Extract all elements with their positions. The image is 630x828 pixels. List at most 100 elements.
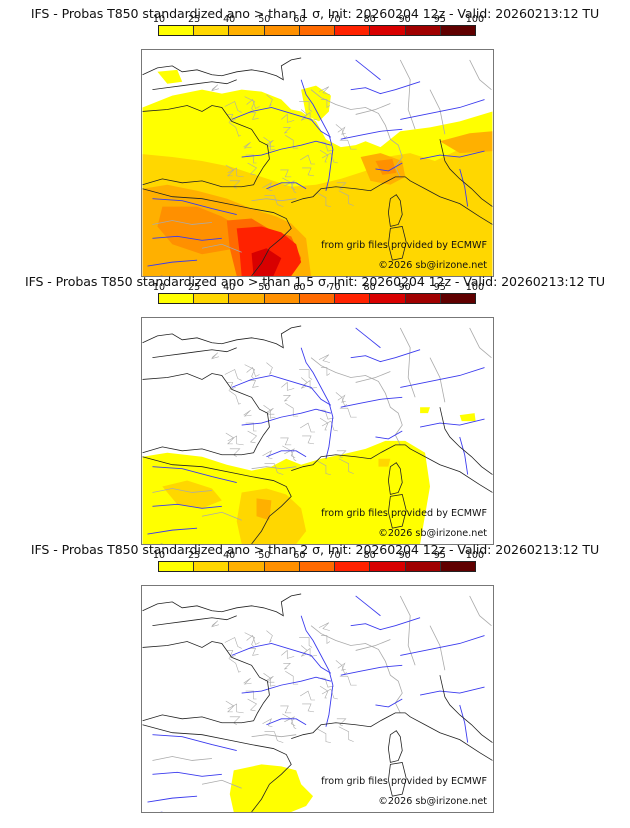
admin-boundary: [338, 190, 354, 206]
colorbar-segment: [229, 26, 265, 35]
coastline: [387, 225, 407, 261]
rivers: [147, 59, 485, 276]
admin-boundary: [247, 698, 258, 712]
river: [266, 182, 307, 190]
coastline: [387, 462, 403, 495]
admin-boundary: [263, 672, 276, 687]
admin-boundary: [335, 660, 347, 675]
probability-fields: [229, 764, 314, 812]
country-border: [310, 625, 403, 714]
admin-boundary: [225, 432, 235, 445]
admin-boundary: [336, 182, 347, 191]
admin-boundary: [262, 450, 273, 460]
admin-boundary: [282, 713, 297, 730]
admin-boundary: [227, 435, 244, 446]
colorbar-tick-label: 10: [152, 282, 166, 293]
admin-boundary: [338, 458, 354, 474]
admin-boundary: [285, 402, 299, 417]
river: [459, 704, 469, 743]
country-border: [469, 59, 492, 90]
colorbar-segment: [405, 562, 441, 571]
country-border: [251, 734, 297, 738]
river: [375, 698, 403, 708]
admin-boundary: [281, 113, 295, 123]
admin-boundary: [263, 404, 276, 419]
coastline: [387, 493, 407, 529]
admin-boundary: [280, 169, 292, 178]
river: [400, 99, 485, 120]
country-border: [429, 357, 446, 403]
colorbar-tick-label: 60: [293, 14, 306, 25]
colorbar-ticks: 10 25 40 50 60 70 80 90 95 100: [153, 14, 484, 26]
colorbar-tick-label: 100: [465, 550, 485, 561]
admin-boundary: [281, 381, 295, 391]
colorbar-segment: [159, 294, 195, 303]
admin-boundary: [266, 362, 273, 375]
admin-boundary: [321, 152, 338, 164]
coastline: [142, 724, 292, 812]
colorbar-segment: [335, 294, 371, 303]
coastline: [291, 176, 493, 225]
admin-boundary: [335, 124, 347, 139]
rivers: [147, 327, 485, 544]
admin-boundary: [227, 703, 244, 714]
probability-area: [236, 488, 307, 544]
colorbar-segment: [299, 562, 336, 571]
admin-boundary: [320, 635, 331, 645]
source-credit: from grib files provided by ECMWF: [321, 508, 487, 519]
country-border: [310, 89, 403, 178]
colorbar-tick-label: 100: [465, 14, 485, 25]
country-border: [429, 625, 446, 671]
admin-boundary: [318, 622, 330, 631]
colorbar-segment: [335, 562, 371, 571]
admin-boundary: [210, 620, 219, 628]
coastline: [152, 615, 237, 627]
admin-boundary: [299, 101, 313, 112]
probability-area: [420, 407, 431, 414]
river: [420, 686, 485, 696]
coastline: [439, 675, 493, 743]
river: [459, 436, 469, 475]
coastline: [142, 373, 270, 456]
river: [241, 408, 331, 426]
admin-boundary: [336, 450, 347, 459]
colorbar-segment: [335, 26, 371, 35]
coastline: [142, 325, 302, 349]
admin-boundary: [317, 677, 334, 688]
colorbar-segment: [440, 562, 475, 571]
map-canvas: [142, 57, 493, 276]
country-border: [201, 511, 242, 521]
colorbar-segment: [370, 562, 406, 571]
colorbar-segment: [194, 294, 230, 303]
rivers: [147, 595, 485, 812]
river: [152, 734, 237, 751]
copyright-credit: ©2026 sb@irizone.net: [378, 796, 487, 807]
admin-boundary: [245, 154, 257, 164]
admin-boundary: [321, 688, 338, 700]
river: [459, 168, 469, 207]
panel-title: IFS - Probas T850 standardized ano > tha…: [24, 274, 606, 289]
river: [350, 349, 421, 363]
admin-boundary: [226, 650, 236, 658]
colorbar-tick-label: 90: [398, 282, 411, 293]
colorbar-tick-label: 70: [328, 14, 341, 25]
admin-boundary: [339, 139, 357, 150]
river: [152, 771, 222, 777]
colorbar-tick-label: 40: [223, 282, 236, 293]
country-border: [310, 357, 403, 446]
country-border: [201, 243, 242, 253]
admin-boundaries: [152, 59, 492, 253]
river: [147, 795, 198, 803]
admin-boundary: [300, 645, 308, 657]
country-border: [355, 103, 391, 115]
coastlines: [142, 593, 493, 812]
river: [300, 79, 334, 191]
colorbar-tick-label: 25: [187, 550, 201, 561]
river: [355, 327, 381, 349]
admin-boundary: [299, 637, 313, 648]
probability-area: [229, 764, 314, 812]
colorbar-segment: [370, 294, 406, 303]
colorbar-segment: [405, 26, 441, 35]
colorbar-segment: [370, 26, 406, 35]
admin-boundary: [280, 705, 292, 714]
